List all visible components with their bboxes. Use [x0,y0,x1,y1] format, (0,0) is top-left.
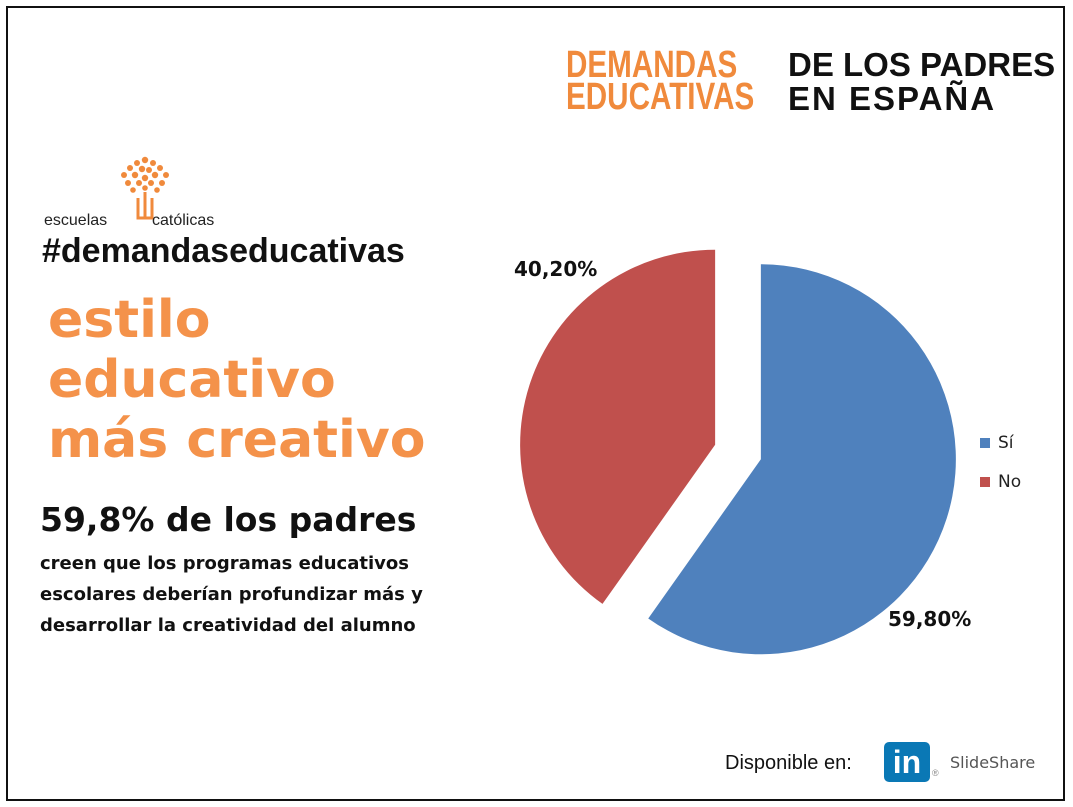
data-label-no: 40,20% [514,257,597,281]
available-on-text: Disponible en: [725,752,852,774]
headline-line-3: más creativo [48,410,426,470]
slideshare-text[interactable]: SlideShare [950,753,1036,772]
description-line-2: escolares deberían profundizar más y [40,584,423,605]
pie-slice-si [648,264,956,655]
description-line-3: desarrollar la creatividad del alumno [40,615,416,636]
tree-icon [121,156,169,220]
legend-swatch-si [980,438,990,448]
logo-text-escuelas: escuelas [44,212,108,229]
header-word-educativas: EDUCATIVAS [566,76,755,118]
pie-slice-no [520,249,716,604]
header-word-en-espana: EN ESPAÑA [788,80,997,117]
linkedin-text: in [892,744,922,780]
data-label-si: 59,80% [888,607,971,631]
headline-line-2: educativo [48,350,336,410]
legend-label-no: No [998,472,1022,492]
logo-text-catolicas: católicas [152,212,215,229]
headline-line-1: estilo [48,290,211,350]
legend-item-no: No [980,472,1021,492]
hashtag: #demandaseducativas [42,232,405,270]
registered-mark: ® [932,768,939,778]
legend-swatch-no [980,477,990,487]
legend-item-si: Sí [980,433,1014,453]
description-line-1: creen que los programas educativos [40,553,409,574]
stat-headline: 59,8% de los padres [40,500,417,539]
linkedin-icon[interactable]: in [884,742,930,782]
header-word-demandas: DEMANDAS [566,44,738,86]
header-word-de-los-padres: DE LOS PADRES [788,46,1056,83]
legend-label-si: Sí [998,433,1014,453]
pie-chart: 59,80% 40,20% [514,249,971,655]
